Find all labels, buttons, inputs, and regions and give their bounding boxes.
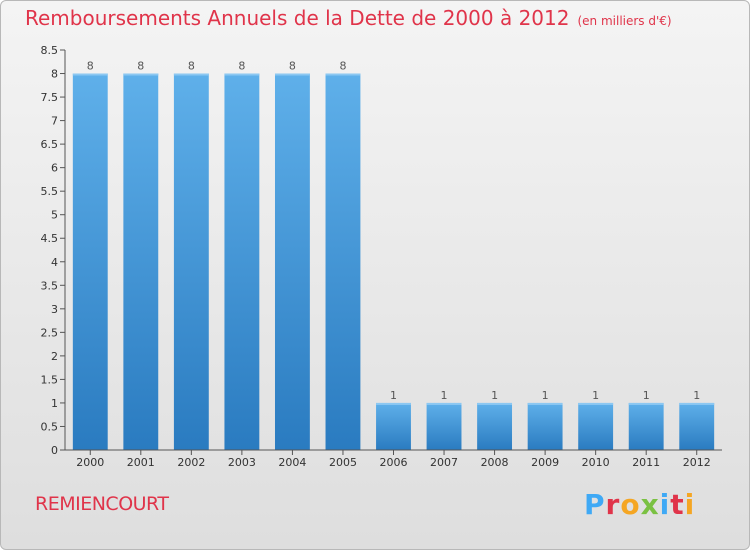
bar-top-highlight bbox=[274, 73, 310, 76]
x-tick-label: 2000 bbox=[76, 456, 104, 469]
bar bbox=[578, 402, 614, 450]
y-tick-label: 5.5 bbox=[41, 185, 59, 198]
logo-letter: i bbox=[659, 488, 671, 521]
bar bbox=[477, 402, 513, 450]
bar-top-highlight bbox=[426, 402, 462, 405]
bar-top-highlight bbox=[477, 402, 513, 405]
bar-value-label: 8 bbox=[238, 60, 245, 73]
x-tick-label: 2001 bbox=[127, 456, 155, 469]
bar-value-label: 8 bbox=[137, 60, 144, 73]
bar bbox=[274, 73, 310, 450]
bar bbox=[325, 73, 361, 450]
y-axis: 0 0.5 1 1.5 2 2.5 3 3.5 4 4.5 5 5.5 6 6.5 7 7.5 8 8.5 bbox=[41, 44, 66, 457]
bar-top-highlight bbox=[72, 73, 108, 76]
y-tick-label: 4 bbox=[51, 256, 58, 269]
logo-letter: t bbox=[670, 488, 685, 521]
y-tick-label: 3.5 bbox=[41, 279, 59, 292]
y-tick-label: 1.5 bbox=[41, 373, 59, 386]
town-name: REMIENCOURT bbox=[35, 493, 169, 515]
y-tick-label: 4.5 bbox=[41, 232, 59, 245]
logo-letter: r bbox=[605, 488, 621, 521]
y-tick-label: 7 bbox=[51, 115, 58, 128]
x-tick-label: 2003 bbox=[228, 456, 256, 469]
bar-top-highlight bbox=[376, 402, 411, 405]
bar-value-label: 1 bbox=[592, 389, 599, 402]
y-tick-label: 7.5 bbox=[41, 91, 59, 104]
x-tick-label: 2008 bbox=[481, 456, 509, 469]
bar bbox=[527, 402, 563, 450]
y-tick-label: 8 bbox=[51, 68, 58, 81]
x-tick-label: 2010 bbox=[582, 456, 610, 469]
x-tick-label: 2006 bbox=[380, 456, 408, 469]
bar bbox=[123, 73, 159, 450]
bar-value-label: 8 bbox=[188, 60, 195, 73]
y-tick-label: 8.5 bbox=[41, 44, 59, 57]
bars: 8 8 8 8 8 8 1 1 1 1 1 1 1 bbox=[72, 60, 715, 450]
logo-letter: o bbox=[620, 488, 641, 521]
x-tick-label: 2007 bbox=[430, 456, 458, 469]
y-tick-label: 0 bbox=[51, 444, 58, 457]
bar-value-label: 8 bbox=[289, 60, 296, 73]
bar-top-highlight bbox=[325, 73, 361, 76]
y-tick-label: 6 bbox=[51, 162, 58, 175]
x-tick-label: 2009 bbox=[531, 456, 559, 469]
bar bbox=[173, 73, 209, 450]
bar-value-label: 8 bbox=[339, 60, 346, 73]
bar-value-label: 1 bbox=[441, 389, 448, 402]
bar bbox=[628, 402, 664, 450]
bar bbox=[426, 402, 462, 450]
proxiti-logo: Proxiti bbox=[584, 488, 695, 521]
logo-letter: P bbox=[584, 488, 606, 521]
logo-letter: i bbox=[684, 488, 696, 521]
bar-value-label: 1 bbox=[542, 389, 549, 402]
x-tick-label: 2005 bbox=[329, 456, 357, 469]
bar-top-highlight bbox=[224, 73, 260, 76]
logo-letter: x bbox=[640, 488, 660, 521]
bar-value-label: 1 bbox=[693, 389, 700, 402]
y-tick-label: 1 bbox=[51, 397, 58, 410]
bar-value-label: 1 bbox=[491, 389, 498, 402]
bar-top-highlight bbox=[173, 73, 209, 76]
y-tick-label: 6.5 bbox=[41, 138, 59, 151]
bar-top-highlight bbox=[527, 402, 563, 405]
x-tick-label: 2004 bbox=[278, 456, 306, 469]
bar bbox=[72, 73, 108, 450]
y-tick-label: 2 bbox=[51, 350, 58, 363]
x-axis: 2000 2001 2002 2003 2004 2005 2006 2007 2008 2009… bbox=[65, 449, 722, 469]
chart-title: Remboursements Annuels de la Dette de 20… bbox=[25, 6, 672, 30]
x-tick-label: 2012 bbox=[683, 456, 711, 469]
bar-value-label: 8 bbox=[87, 60, 94, 73]
y-tick-label: 0.5 bbox=[41, 420, 59, 433]
bar-top-highlight bbox=[123, 73, 159, 76]
bar-top-highlight bbox=[628, 402, 664, 405]
bar-value-label: 1 bbox=[643, 389, 650, 402]
bar-top-highlight bbox=[679, 402, 715, 405]
chart-title-text: Remboursements Annuels de la Dette de 20… bbox=[25, 6, 570, 30]
bar-top-highlight bbox=[578, 402, 614, 405]
x-tick-label: 2002 bbox=[177, 456, 205, 469]
bar bbox=[224, 73, 260, 450]
y-tick-label: 2.5 bbox=[41, 326, 59, 339]
x-tick-label: 2011 bbox=[632, 456, 660, 469]
bar bbox=[679, 402, 715, 450]
bar-value-label: 1 bbox=[390, 389, 397, 402]
y-tick-label: 3 bbox=[51, 303, 58, 316]
y-tick-label: 5 bbox=[51, 209, 58, 222]
bar bbox=[376, 402, 411, 450]
chart-subtitle: (en milliers d'€) bbox=[577, 14, 672, 28]
